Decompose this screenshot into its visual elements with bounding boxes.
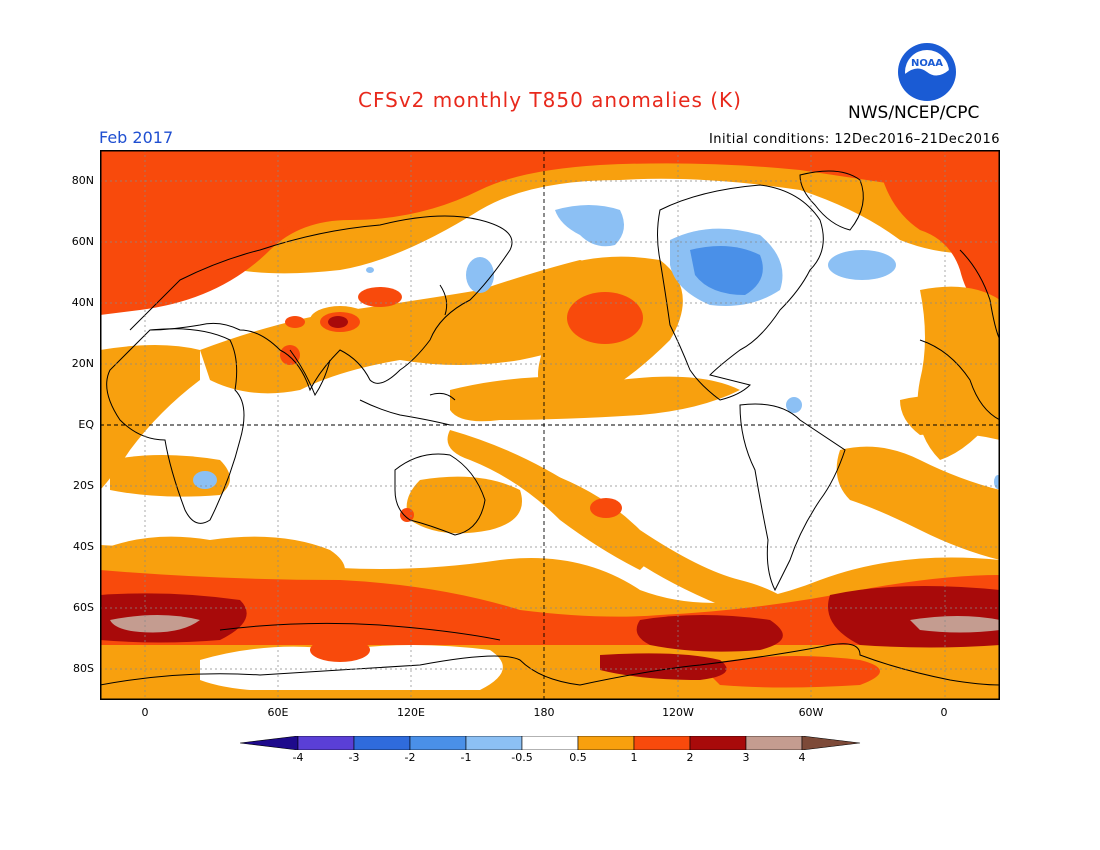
noaa-logo: NOAA [897,42,957,106]
colorbar-label: -0.5 [511,751,533,764]
colorbar-arrow-low [240,736,299,750]
colorbar [240,736,861,750]
colorbar-label: -4 [292,751,304,764]
lon-tick-120e: 120E [397,706,425,719]
map-reference-lines [100,150,1000,700]
lon-tick-0: 0 [141,706,149,719]
colorbar-label: 4 [798,751,806,764]
colorbar-label: 1 [630,751,638,764]
lon-tick-0-east: 0 [940,706,948,719]
colorbar-label: -1 [460,751,472,764]
lon-tick-180: 180 [533,706,555,719]
coastlines [100,170,1000,686]
lon-tick-120w: 120W [662,706,694,719]
colorbar-swatch [689,736,747,750]
lat-tick-80n: 80N [71,174,94,187]
colorbar-label: -3 [348,751,360,764]
lat-tick-80s: 80S [73,662,94,675]
colorbar-swatch [465,736,523,750]
colorbar-swatch [745,736,803,750]
map-frame [100,150,1000,700]
lat-tick-60s: 60S [73,601,94,614]
asia-warm-spots [280,287,402,365]
colorbar-label: 0.5 [569,751,587,764]
colorbar-swatch [353,736,411,750]
colorbar-swatch [297,736,355,750]
chart-title: CFSv2 monthly T850 anomalies (K) [358,88,742,112]
colorbar-label: -2 [404,751,416,764]
colorbar-swatch [633,736,691,750]
lon-tick-60w: 60W [798,706,824,719]
lat-tick-20n: 20N [71,357,94,370]
colorbar-swatch [521,736,579,750]
lat-tick-60n: 60N [71,235,94,248]
initial-conditions: Initial conditions: 12Dec2016–21Dec2016 [708,132,1000,147]
agency-label: NWS/NCEP/CPC [848,103,980,123]
lat-tick-40s: 40S [73,540,94,553]
colorbar-swatch [577,736,635,750]
colorbar-label: 2 [686,751,694,764]
colorbar-arrow-high [801,736,861,750]
colorbar-swatch [409,736,467,750]
lat-tick-40n: 40N [71,296,94,309]
north-pacific-warm [538,256,683,410]
southern-ocean-warm [100,545,1000,700]
lon-tick-60e: 60E [267,706,289,719]
colorbar-label: 3 [742,751,750,764]
lat-tick-eq: EQ [78,418,94,431]
lat-tick-20s: 20S [73,479,94,492]
cool-anomalies [193,205,1000,489]
forecast-period: Feb 2017 [99,128,174,147]
noaa-logo-text: NOAA [911,58,943,69]
anomaly-map [100,150,1000,700]
